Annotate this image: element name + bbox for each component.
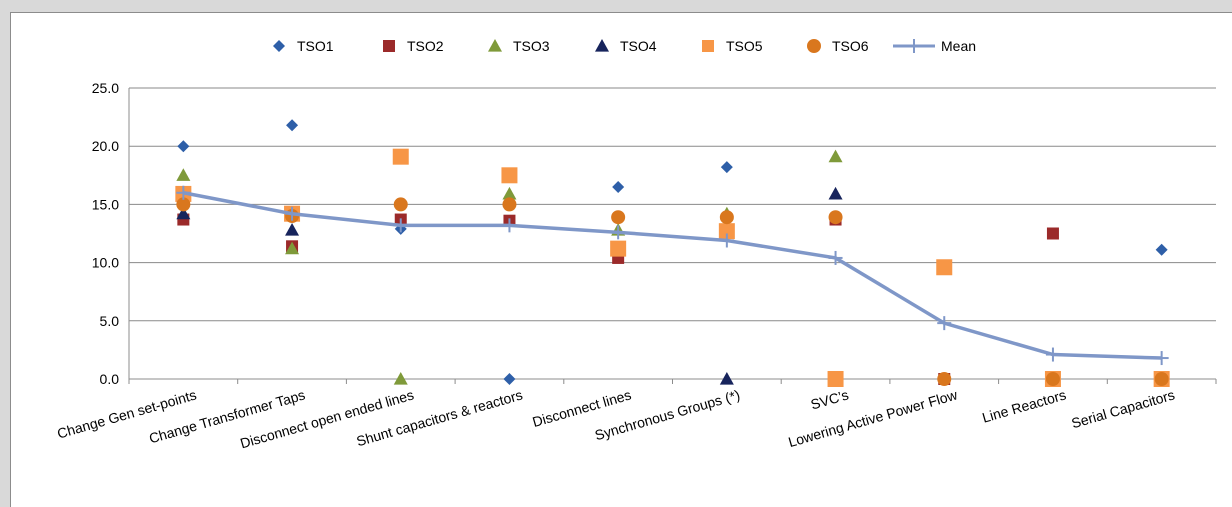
legend-mean-marker xyxy=(907,39,921,53)
mean-point xyxy=(611,225,626,240)
legend-marker-tso5 xyxy=(702,40,714,52)
y-axis: 0.0 5.0 10.0 15.0 20.0 25.0 xyxy=(92,80,130,387)
y-tick-label: 25.0 xyxy=(92,80,119,96)
y-tick-label: 10.0 xyxy=(92,255,119,271)
tso6-point xyxy=(1045,372,1060,386)
x-category-label: Line Reactors xyxy=(980,387,1067,426)
mean-point xyxy=(1154,351,1169,366)
series-layer xyxy=(175,119,1170,387)
mean-point xyxy=(1045,347,1060,362)
legend-label: TSO2 xyxy=(407,38,444,54)
tso5-point xyxy=(392,148,409,165)
x-category-label: SVC’s xyxy=(809,387,851,413)
series-tso3 xyxy=(176,149,843,385)
legend-marker-tso3 xyxy=(488,39,502,52)
tso2-point xyxy=(1046,227,1059,240)
legend-item-tso2: TSO2 xyxy=(383,38,444,54)
tso1-point xyxy=(720,161,733,174)
y-tick-label: 0.0 xyxy=(100,371,120,387)
legend-label: TSO4 xyxy=(620,38,657,54)
legend-item-tso5: TSO5 xyxy=(702,38,763,54)
mean-point xyxy=(828,250,843,265)
tso1-point xyxy=(286,119,299,132)
tso1-point xyxy=(1155,243,1168,256)
legend-marker-tso1 xyxy=(273,40,285,52)
legend-item-tso3: TSO3 xyxy=(488,38,550,54)
tso3-point xyxy=(828,149,843,163)
legend-item-tso4: TSO4 xyxy=(595,38,657,54)
tso4-point xyxy=(828,186,843,200)
tso4-point xyxy=(285,223,300,236)
tso6-point xyxy=(1154,372,1169,386)
mean-point xyxy=(937,316,952,331)
legend-label: TSO5 xyxy=(726,38,763,54)
legend-item-tso1: TSO1 xyxy=(273,38,334,54)
series-tso4 xyxy=(176,186,843,385)
mean-point xyxy=(393,218,408,233)
tso3-point xyxy=(176,168,191,181)
legend-label: TSO3 xyxy=(513,38,550,54)
mean-point xyxy=(285,206,300,221)
tso6-point xyxy=(502,197,517,212)
chart-frame: TSO1 TSO2 TSO3 TSO4 TSO5 TSO6 Mean 0.0 5.0 10.0 1… xyxy=(10,12,1232,507)
legend-label: Mean xyxy=(941,38,976,54)
y-tick-label: 20.0 xyxy=(92,138,119,154)
tso4-point xyxy=(719,372,734,385)
tso3-point xyxy=(502,186,517,200)
legend: TSO1 TSO2 TSO3 TSO4 TSO5 TSO6 Mean xyxy=(273,38,976,54)
series-tso6 xyxy=(176,197,1169,386)
y-tick-label: 5.0 xyxy=(100,313,120,329)
tso6-point xyxy=(611,210,626,225)
tso6-point xyxy=(393,197,408,212)
series-tso5 xyxy=(175,148,1170,387)
tso5-point xyxy=(718,223,735,240)
scatter-chart: TSO1 TSO2 TSO3 TSO4 TSO5 TSO6 Mean 0.0 5.0 10.0 1… xyxy=(55,38,1217,452)
series-mean xyxy=(176,185,1169,366)
y-tick-label: 15.0 xyxy=(92,196,119,212)
tso5-point xyxy=(610,240,627,257)
legend-label: TSO6 xyxy=(832,38,869,54)
legend-marker-tso4 xyxy=(595,39,609,52)
mean-point xyxy=(176,185,191,200)
tso4-point xyxy=(176,206,191,220)
tso6-point xyxy=(176,197,191,212)
mean-line xyxy=(183,191,1162,360)
tso5-point xyxy=(936,259,953,276)
tso3-point xyxy=(393,372,408,385)
tso6-point xyxy=(828,210,843,225)
tso1-point xyxy=(612,180,625,193)
grid-lines xyxy=(129,87,1216,380)
x-category-label: Disconnect open ended lines xyxy=(238,387,415,452)
mean-point xyxy=(719,233,734,248)
mean-point xyxy=(502,218,517,233)
tso1-point xyxy=(503,373,516,385)
series-tso1 xyxy=(177,119,1168,385)
tso5-point xyxy=(501,167,518,184)
legend-marker-tso2 xyxy=(383,40,395,52)
legend-label: TSO1 xyxy=(297,38,334,54)
tso1-point xyxy=(177,140,190,153)
x-category-label: Serial Capacitors xyxy=(1070,387,1177,432)
tso5-point xyxy=(827,371,844,387)
tso6-point xyxy=(719,210,734,225)
tso6-point xyxy=(937,372,952,386)
legend-item-tso6: TSO6 xyxy=(807,38,869,54)
tso3-point xyxy=(285,241,300,255)
legend-item-mean: Mean xyxy=(893,38,976,54)
legend-marker-tso6 xyxy=(807,39,821,53)
